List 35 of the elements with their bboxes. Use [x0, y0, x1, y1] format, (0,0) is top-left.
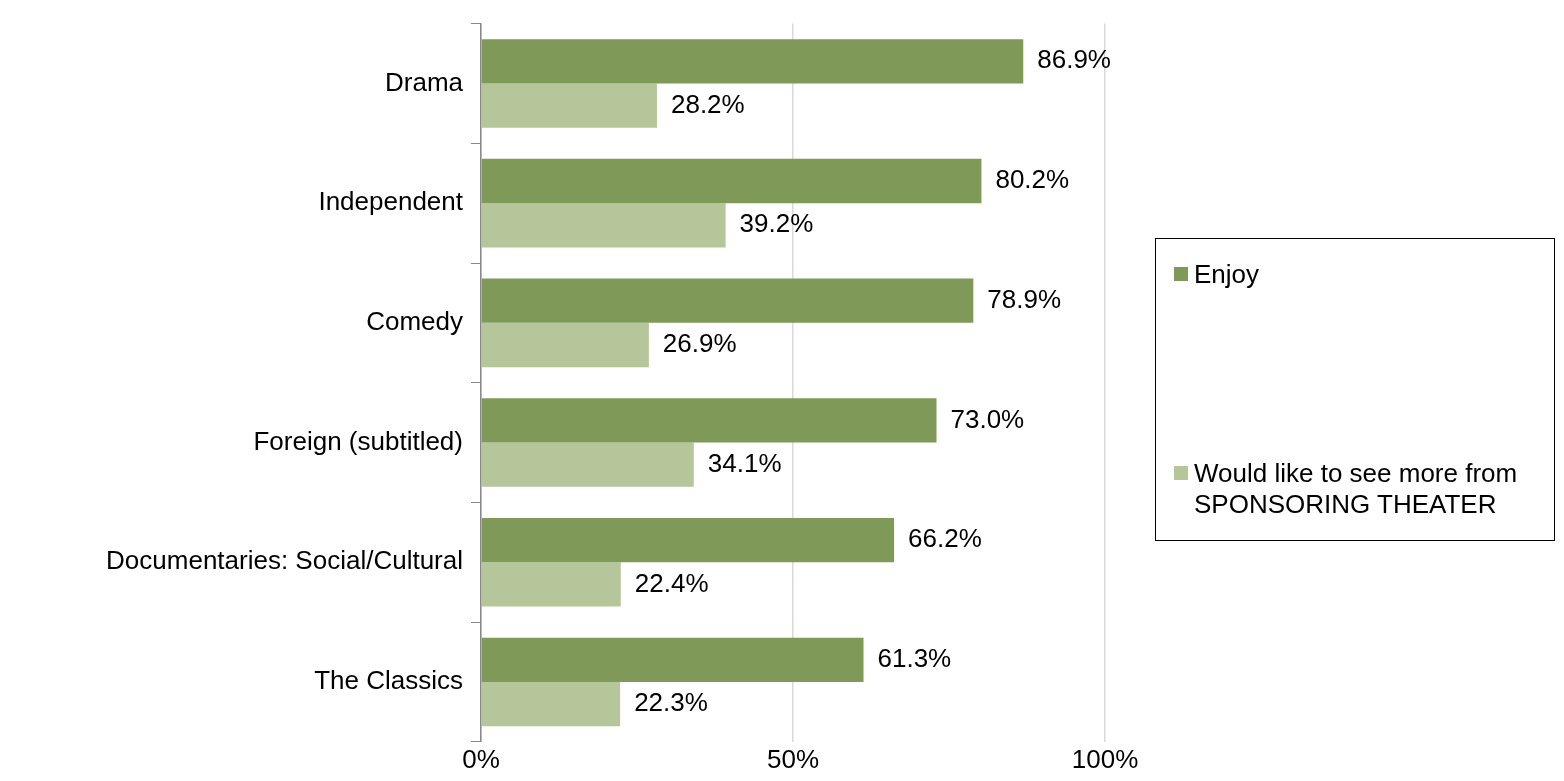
y-tick-label: Foreign (subtitled): [253, 425, 463, 456]
bar: [481, 517, 895, 563]
bar: [481, 39, 1024, 84]
bar: [481, 203, 726, 248]
bar: [481, 562, 621, 607]
bar: [481, 637, 864, 682]
y-tick-label: The Classics: [314, 665, 463, 696]
x-tick-label: 0%: [462, 743, 500, 774]
bar: [481, 83, 657, 128]
x-tick-label: 100%: [1071, 743, 1139, 774]
text: 26.9%: [662, 328, 737, 359]
y-tick-label: Drama: [384, 66, 464, 97]
bar: [481, 681, 621, 727]
bar: [481, 442, 694, 487]
text: 28.2%: [670, 88, 745, 119]
bar: [481, 322, 649, 368]
text: 86.9%: [1037, 44, 1111, 75]
bar: [481, 158, 982, 204]
text: 73.0%: [950, 403, 1025, 434]
text: 78.9%: [987, 283, 1062, 314]
bar: [481, 278, 974, 323]
legend-label: Enjoy: [1194, 259, 1260, 290]
text: 61.3%: [877, 642, 952, 673]
y-tick-label: Comedy: [366, 306, 463, 337]
y-tick-label: Independent: [318, 186, 464, 217]
text: 80.2%: [995, 164, 1070, 195]
y-tick-label: Documentaries: Social/Cultural: [106, 545, 463, 576]
text: 39.2%: [739, 208, 814, 239]
text: 22.4%: [634, 567, 709, 598]
text: 22.3%: [634, 687, 708, 718]
legend-label: Would like to see more from SPONSORING THEATER: [1194, 458, 1519, 520]
text: 34.1%: [707, 447, 782, 478]
bar: [481, 398, 937, 443]
x-tick-label: 50%: [766, 743, 820, 774]
text: 66.2%: [908, 523, 982, 554]
